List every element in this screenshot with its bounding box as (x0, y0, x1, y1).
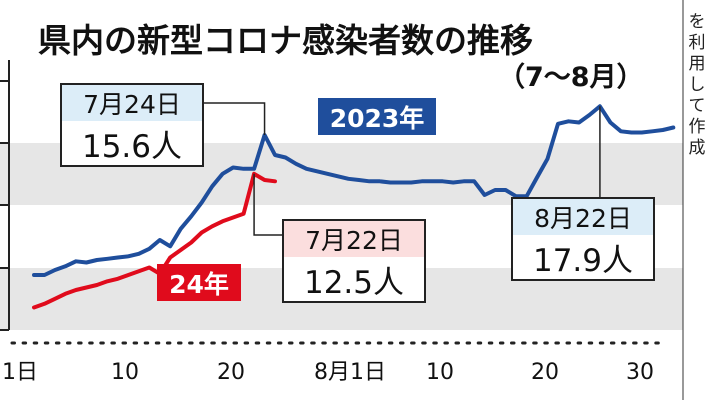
x-tick-label: 10 (426, 360, 454, 385)
side-note: を 利 用 し て 作 成 (686, 12, 708, 159)
side-note-char: て (688, 96, 706, 116)
leader-jul22 (253, 173, 283, 236)
callout-jul24-date: 7月24日 (83, 90, 181, 119)
x-tick-labels: 1日 10 20 8月1日 10 20 30 (2, 360, 654, 385)
callout-leaders (203, 102, 601, 236)
series-label-2023-bg (318, 98, 436, 135)
callout-aug22-date: 8月22日 (534, 204, 632, 233)
series-label-2023: 2023年 (318, 98, 436, 135)
callout-jul22-date: 7月22日 (305, 226, 403, 255)
callout-jul24-value: 15.6人 (82, 129, 182, 165)
series-label-2024-text: 24年 (169, 270, 229, 299)
callout-aug22-header (513, 199, 653, 235)
x-tick-label: 10 (111, 360, 139, 385)
chart-subtitle: （7〜8月） (498, 62, 644, 93)
side-note-char: 用 (688, 54, 706, 74)
series-label-2024: 24年 (157, 264, 241, 301)
side-note-char: し (688, 75, 706, 95)
side-note-char: を (688, 12, 706, 32)
series-label-2023-text: 2023年 (330, 104, 425, 133)
x-tick-label: 20 (531, 360, 559, 385)
series-label-2024-bg (157, 264, 241, 301)
series-lines (32, 104, 676, 310)
callout-jul24-header (62, 85, 202, 121)
callout-aug22-value: 17.9人 (533, 243, 633, 279)
callout-jul22-value: 12.5人 (304, 265, 404, 301)
chart-title: 県内の新型コロナ感染者数の推移 (38, 21, 533, 60)
callout-jul22-header (284, 221, 424, 257)
callout-jul24: 7月24日 15.6人 (60, 83, 204, 167)
side-note-char: 成 (688, 138, 706, 158)
x-tick-label: 8月1日 (314, 360, 386, 385)
leader-jul24 (203, 102, 266, 135)
callout-jul22: 7月22日 12.5人 (282, 219, 426, 303)
y-axis (0, 60, 10, 331)
side-note-char: 作 (688, 117, 706, 137)
series-line-2023 (32, 104, 676, 277)
series-line-2024 (32, 171, 277, 310)
x-tick-label: 30 (626, 360, 654, 385)
x-tick-label: 20 (217, 360, 245, 385)
x-tick-label: 1日 (2, 360, 38, 385)
side-note-char: 利 (688, 33, 706, 53)
callout-aug22: 8月22日 17.9人 (511, 197, 655, 281)
